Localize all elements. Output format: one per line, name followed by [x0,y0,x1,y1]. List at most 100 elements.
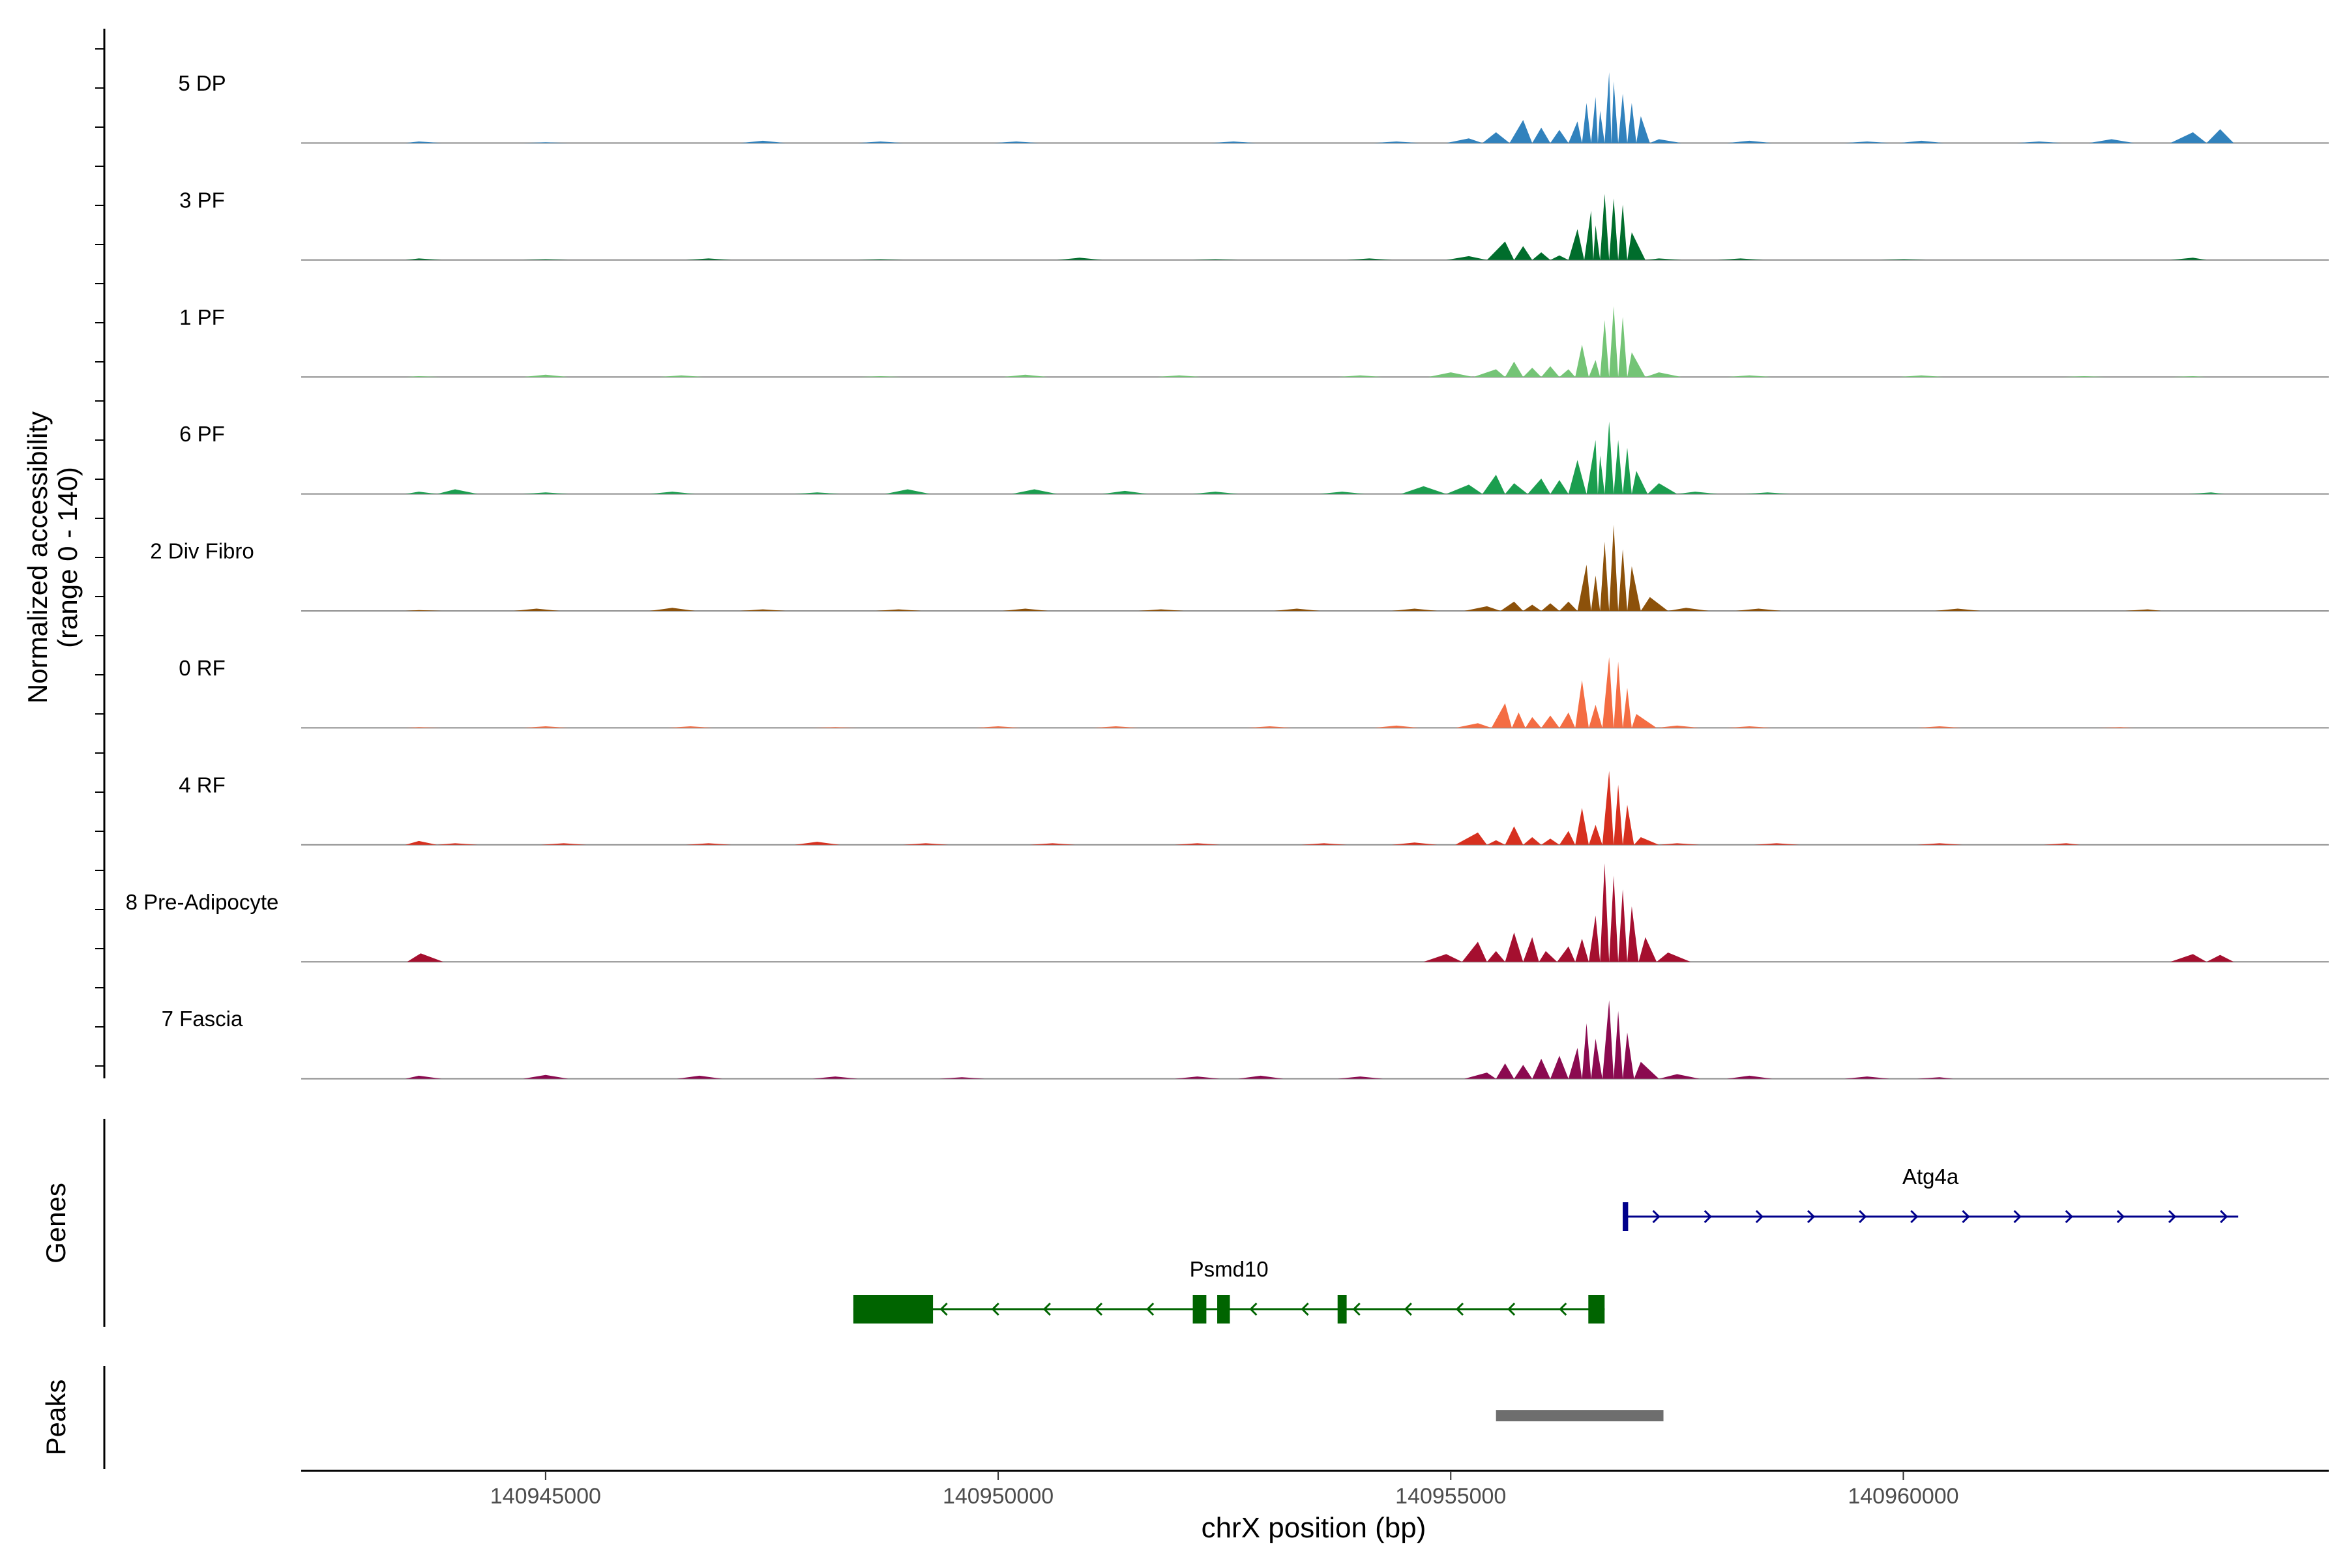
coverage-peak [1609,875,1619,962]
coverage-peak [1645,258,1682,260]
exon-block [1192,1295,1207,1324]
coverage-peak [1591,1039,1602,1079]
coverage-peak [1446,484,1483,494]
strand-arrow [2168,1209,2177,1224]
coverage-peak [1597,455,1605,494]
coverage-peak [1597,110,1605,143]
coverage-peak [1102,490,1148,494]
coverage-peak [1582,1023,1591,1079]
coverage-peak [1568,229,1584,260]
coverage-peak [1500,601,1524,611]
coverage-peak [1647,483,1677,494]
coverage-peak [1539,951,1557,962]
coverage-peak [405,376,442,377]
coverage-peak [1754,843,1799,845]
coverage-peak [1623,1032,1634,1079]
coverage-peak [1582,103,1591,143]
coverage-peak [1589,825,1602,845]
coverage-peak [740,140,786,143]
coverage-peak [2170,258,2207,260]
coverage-peak [523,142,568,143]
strand-arrow [1301,1302,1309,1316]
exon-block [1588,1295,1605,1324]
coverage-peak [1192,492,1238,494]
coverage-peak [1575,938,1589,962]
coverage-peak [1557,946,1576,962]
strand-arrow [1094,1302,1103,1316]
coverage-peak [740,609,786,611]
coverage-peak [1550,255,1569,260]
strand-arrow [1042,1302,1051,1316]
coverage-tracks: 5 DP 3 PF 1 PF 6 PF 2 Div Fibro 0 RF 4 RF 8 Pre… [126,71,2329,1080]
coverage-peak [1319,492,1365,494]
strand-arrow [1352,1302,1361,1316]
strand-arrow [1404,1302,1412,1316]
track-label: 5 DP [178,71,226,95]
coverage-peak [1627,906,1639,962]
coverage-peak [1523,368,1542,377]
coverage-peak [1627,566,1641,611]
coverage-peak [2043,843,2080,845]
coverage-peak [1482,132,1510,143]
coverage-peak [437,843,478,845]
coverage-peak [1541,603,1559,611]
coverage-peak [1917,1077,1953,1079]
coverage-peak [1717,258,1764,260]
coverage-peak [1374,725,1419,728]
coverage-peak [1657,725,1700,728]
coverage-peak [437,489,478,494]
coverage-peak [1575,808,1589,845]
coverage-peak [1657,953,1691,962]
coverage-peak [1591,96,1598,143]
x-axis-tick-label: 140945000 [490,1484,601,1509]
exon-block [853,1295,934,1324]
coverage-peak [1523,837,1542,845]
coverage-peak [1618,889,1627,962]
coverage-peak [1584,211,1593,260]
coverage-peak [1645,372,1682,377]
coverage-peak [1649,139,1682,143]
coverage-peak [1618,93,1627,143]
coverage-peak [1392,842,1438,845]
coverage-peak [1668,608,1709,611]
coverage-peak [2206,129,2234,143]
coverage-peak [1337,375,1383,377]
coverage-peak [1627,352,1646,377]
gene-name: Psmd10 [1190,1257,1269,1281]
coverage-peak [1602,771,1614,845]
coverage-peak [1057,258,1102,260]
coverage-peak [407,953,443,962]
coverage-peak [1505,826,1524,845]
coverage-peak [1346,258,1392,260]
strand-arrow [1755,1209,1764,1224]
coverage-peak [812,1076,858,1079]
coverage-peak [1532,1058,1550,1079]
coverage-peak [405,727,442,728]
coverage-peak [1726,1075,1773,1079]
coverage-peak [1003,374,1048,377]
coverage-peak [1559,369,1576,377]
coverage-peak [2170,376,2207,377]
coverage-peak [1604,72,1612,143]
coverage-peak [1568,121,1582,143]
coverage-peak [1541,838,1559,845]
coverage-track: 5 DP [178,71,2329,144]
coverage-peak [939,1077,985,1079]
coverage-peak [1726,726,1773,728]
coverage-peak [1486,840,1505,845]
gene-name: Atg4a [1902,1164,1959,1189]
coverage-peak [1898,375,1944,377]
coverage-peak [1505,932,1524,962]
x-axis-tick-label: 140960000 [1848,1484,1958,1509]
coverage-peak [2089,139,2134,143]
strand-arrow [1652,1209,1661,1224]
coverage-axis-ticks [95,48,104,1067]
gene-model: Atg4a [1623,1164,2239,1231]
coverage-peak [1623,447,1632,494]
coverage-peak [1634,837,1659,845]
track-label: 4 RF [179,773,226,797]
coverage-peak [1618,549,1627,611]
coverage-peak [1627,103,1636,143]
x-axis-tick-label: 140955000 [1395,1484,1506,1509]
coverage-peak [857,141,904,143]
